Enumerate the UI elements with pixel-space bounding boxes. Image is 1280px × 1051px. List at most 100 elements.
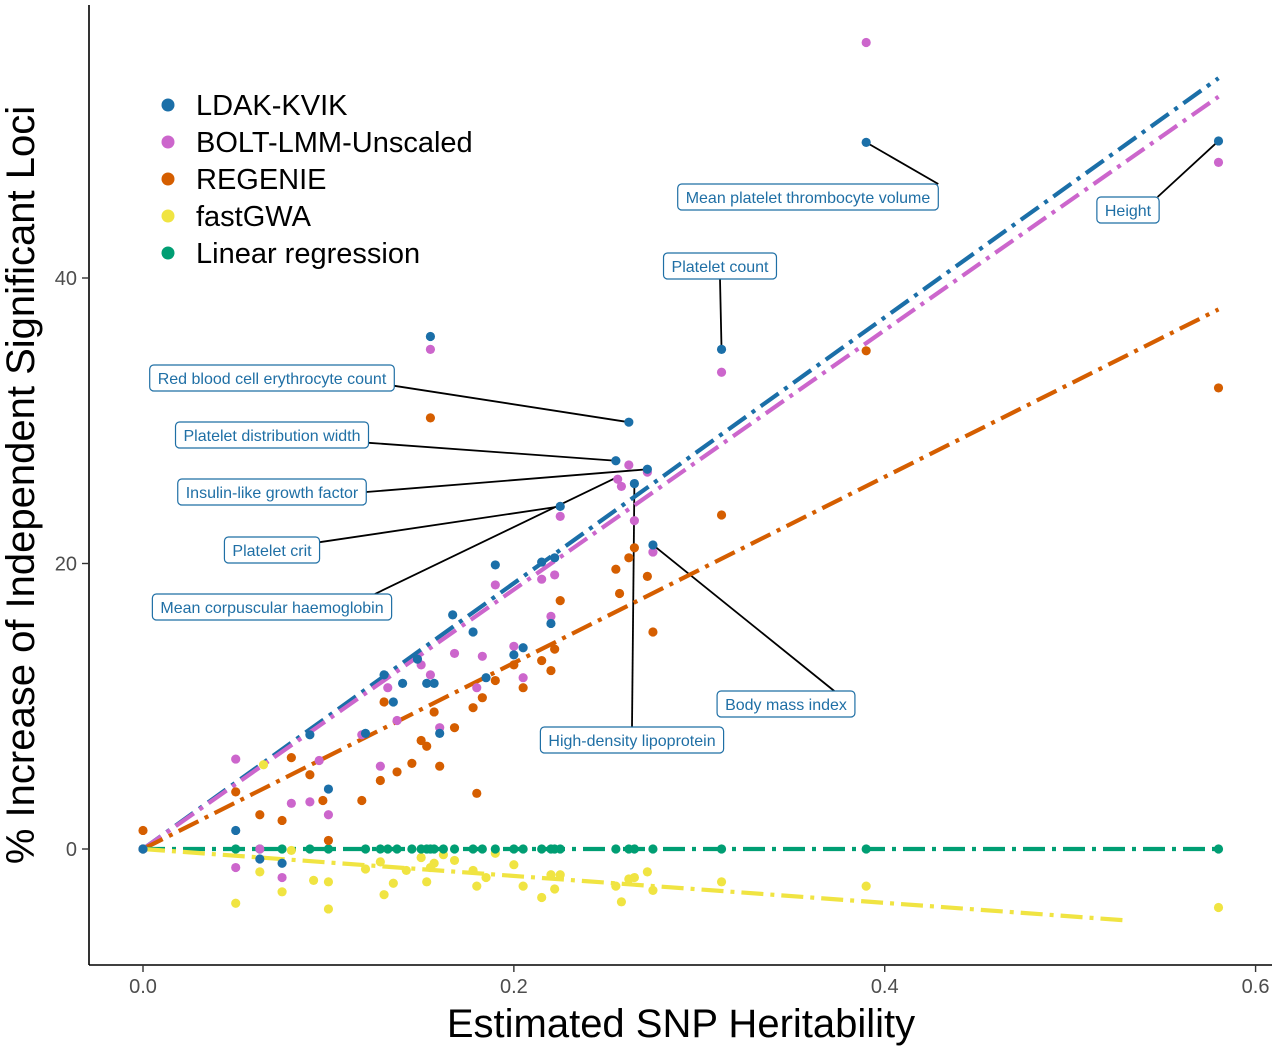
point-linear-regression (716, 844, 727, 854)
point-linear-regression (555, 844, 565, 854)
point-regenie (422, 741, 432, 751)
point-fastgwa (286, 845, 296, 856)
annotation-box (149, 364, 395, 392)
point-bolt-lmm-unscaled (648, 547, 658, 557)
legend-label: fastGWA (196, 201, 312, 233)
point-ldak-kvik (277, 858, 287, 868)
point-linear-regression (861, 844, 871, 854)
point-fastgwa (308, 875, 319, 886)
point-ldak-kvik (716, 344, 727, 354)
point-bolt-lmm-unscaled (323, 810, 334, 820)
point-regenie (555, 596, 565, 606)
annotation-box (177, 478, 367, 506)
annotation-label: Mean corpuscular haemoglobin (151, 477, 617, 621)
point-bolt-lmm-unscaled (509, 641, 519, 651)
point-regenie (375, 775, 385, 786)
point-regenie (614, 588, 625, 599)
legend-label: Linear regression (196, 238, 420, 270)
point-bolt-lmm-unscaled (629, 516, 639, 526)
y-axis-title: % Increase of Independent Significant Lo… (0, 106, 43, 864)
point-linear-regression (611, 844, 621, 854)
point-fastgwa (429, 858, 439, 868)
point-bolt-lmm-unscaled (425, 670, 436, 680)
annotation-label: High-density lipoprotein (539, 483, 725, 754)
annotation-box (716, 690, 856, 718)
point-regenie (629, 543, 639, 553)
point-linear-regression (468, 844, 478, 854)
point-fastgwa (546, 870, 556, 880)
point-fastgwa (231, 898, 241, 908)
point-bolt-lmm-unscaled (518, 673, 528, 683)
point-ldak-kvik (360, 728, 371, 738)
trend-line-fastgwa (142, 846, 1126, 923)
point-fastgwa (422, 877, 432, 887)
point-bolt-lmm-unscaled (255, 844, 265, 854)
point-fastgwa (401, 865, 411, 876)
point-linear-regression (449, 844, 460, 854)
point-ldak-kvik (509, 650, 519, 660)
point-fastgwa (277, 887, 287, 897)
point-regenie (546, 665, 556, 676)
y-tick-label: 0 (66, 839, 77, 861)
point-bolt-lmm-unscaled (624, 460, 634, 470)
point-fastgwa (449, 855, 460, 866)
point-ldak-kvik (481, 673, 491, 683)
point-linear-regression (477, 844, 487, 854)
point-fastgwa (509, 860, 519, 870)
point-ldak-kvik (388, 697, 398, 707)
annotation-leader (652, 544, 835, 692)
point-regenie (449, 723, 460, 733)
legend-label: BOLT-LMM-Unscaled (196, 127, 473, 159)
legend-key (161, 172, 175, 186)
point-ldak-kvik (468, 627, 478, 637)
y-tick-label: 40 (55, 268, 77, 290)
point-fastgwa (375, 857, 385, 867)
point-ldak-kvik (1213, 136, 1224, 146)
point-regenie (416, 735, 426, 746)
point-regenie (716, 510, 727, 520)
point-fastgwa (537, 892, 547, 903)
point-regenie (472, 788, 482, 798)
annotation-label-text: Platelet distribution width (184, 428, 361, 445)
point-fastgwa (518, 881, 528, 891)
point-ldak-kvik (305, 730, 315, 740)
annotation-leader (368, 441, 616, 462)
point-bolt-lmm-unscaled (616, 481, 627, 492)
point-regenie (648, 627, 658, 637)
point-regenie (861, 346, 871, 356)
point-bolt-lmm-unscaled (490, 580, 500, 590)
point-regenie (642, 571, 652, 581)
point-bolt-lmm-unscaled (231, 754, 241, 764)
point-fastgwa (323, 877, 334, 887)
point-regenie (318, 795, 328, 806)
point-fastgwa (258, 760, 269, 770)
point-fastgwa (1213, 902, 1224, 913)
annotation-leader (1156, 140, 1220, 198)
legend-label: REGENIE (196, 164, 327, 196)
point-ldak-kvik (425, 331, 436, 342)
annotation-label: Platelet crit (223, 505, 561, 564)
point-fastgwa (323, 904, 334, 914)
point-regenie (357, 795, 367, 806)
point-regenie (425, 413, 436, 423)
point-ldak-kvik (555, 501, 565, 511)
point-ldak-kvik (435, 728, 445, 738)
point-linear-regression (277, 844, 287, 854)
legend-key (161, 209, 175, 223)
point-regenie (518, 683, 528, 693)
point-ldak-kvik (255, 854, 265, 864)
point-bolt-lmm-unscaled (555, 511, 565, 521)
point-bolt-lmm-unscaled (546, 611, 556, 621)
point-bolt-lmm-unscaled (314, 755, 324, 766)
x-tick-label: 0.2 (500, 976, 528, 998)
point-regenie (305, 770, 315, 780)
annotation-leader (394, 384, 629, 424)
point-regenie (550, 644, 560, 654)
annotation-label-text: Insulin-like growth factor (186, 485, 359, 502)
trend-layer (141, 76, 1220, 923)
point-regenie (429, 707, 439, 717)
point-regenie (407, 758, 417, 768)
point-fastgwa (642, 867, 652, 877)
legend-key (161, 98, 175, 112)
annotation-label-text: Mean corpuscular haemoglobin (160, 600, 383, 617)
